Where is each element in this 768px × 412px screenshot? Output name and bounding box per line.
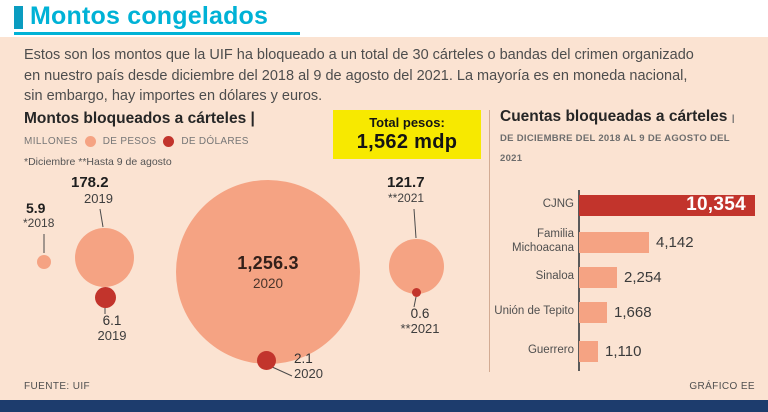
point-year: 2019 bbox=[84, 191, 113, 206]
page-title: Montos congelados bbox=[30, 2, 269, 30]
point-value: 121.7 bbox=[387, 174, 425, 191]
bubble-pesos-2021 bbox=[389, 239, 444, 294]
bar-category-label: Sinaloa bbox=[535, 270, 574, 283]
point-value: 6.1 bbox=[102, 313, 122, 328]
point-year: **2021 bbox=[388, 191, 425, 205]
bar-chart-heading: Cuentas bloqueadas a cárteles | DE DICIE… bbox=[500, 107, 738, 167]
bar-familia-michoacana bbox=[579, 231, 649, 253]
point-label-dolares-2021: 0.6 **2021 bbox=[398, 306, 442, 336]
intro-text: Estos son los montos que la UIF ha bloqu… bbox=[24, 47, 694, 105]
bar-row-guerrero: Guerrero 1,110 bbox=[494, 333, 766, 369]
section-divider bbox=[489, 110, 490, 372]
total-pesos-box: Total pesos: 1,562 mdp bbox=[333, 110, 481, 159]
bar-row-cjng: CJNG 10,354 bbox=[494, 187, 766, 223]
dolares-dot-icon bbox=[163, 136, 175, 147]
total-pesos-label: Total pesos: bbox=[369, 115, 445, 130]
point-value: 178.2 bbox=[71, 174, 109, 191]
bubble-2020-value: 1,256.3 bbox=[237, 253, 299, 273]
bar-value: 10,354 bbox=[686, 194, 746, 215]
point-year: **2021 bbox=[400, 321, 440, 336]
point-label-pesos-2019: 178.2 2019 bbox=[71, 174, 113, 206]
bar-category-label: Guerrero bbox=[527, 344, 574, 357]
legend-pesos-label: DE PESOS bbox=[102, 136, 157, 147]
title-bullet-square bbox=[14, 6, 23, 29]
bar-row-union-de-tepito: Unión de Tepito 1,668 bbox=[494, 294, 766, 330]
bubble-chart-legend: MILLONES DE PESOS DE DÓLARES bbox=[24, 136, 249, 147]
bubble-2020-year: 2020 bbox=[252, 276, 284, 291]
bar-chart-title: Cuentas bloqueadas a cárteles bbox=[500, 108, 728, 125]
bar-row-sinaloa: Sinaloa 2,254 bbox=[494, 259, 766, 295]
chart-footnote: *Diciembre **Hasta 9 de agosto bbox=[24, 156, 172, 168]
bottom-navy-bar bbox=[0, 400, 768, 412]
bar-row-familia-michoacana: Familia Michoacana 4,142 bbox=[494, 224, 766, 260]
bar-union-de-tepito bbox=[579, 301, 607, 323]
bubble-dolares-2020 bbox=[257, 351, 276, 370]
point-year: 2020 bbox=[294, 366, 323, 381]
bar-cjng: 10,354 bbox=[579, 194, 755, 216]
legend-unit-label: MILLONES bbox=[24, 136, 78, 147]
bar-sinaloa bbox=[579, 266, 617, 288]
point-year: 2019 bbox=[97, 328, 127, 343]
point-label-dolares-2020: 2.1 2020 bbox=[294, 351, 323, 381]
point-value: 5.9 bbox=[26, 200, 46, 216]
title-underline bbox=[14, 32, 300, 35]
bubble-dolares-2021 bbox=[412, 288, 421, 297]
bar-chart-subtitle: | DE DICIEMBRE DEL 2018 AL 9 DE AGOSTO D… bbox=[500, 113, 735, 164]
bubble-pesos-2020: 1,256.3 2020 bbox=[176, 180, 360, 364]
bar-value: 4,142 bbox=[656, 233, 694, 251]
content-panel bbox=[0, 37, 768, 400]
point-value: 2.1 bbox=[294, 351, 313, 366]
point-value: 0.6 bbox=[410, 306, 430, 321]
legend-dolares-label: DE DÓLARES bbox=[181, 136, 249, 147]
bubble-chart-title: Montos bloqueados a cárteles | bbox=[24, 110, 255, 127]
point-year: *2018 bbox=[23, 216, 55, 230]
point-label-pesos-2021: 121.7 **2021 bbox=[387, 174, 425, 205]
source-text: FUENTE: UIF bbox=[24, 381, 91, 392]
bar-value: 1,110 bbox=[605, 342, 642, 360]
bar-value: 2,254 bbox=[624, 268, 662, 286]
bubble-dolares-2019 bbox=[95, 287, 116, 308]
bubble-pesos-2019 bbox=[75, 228, 134, 287]
point-label-dolares-2019: 6.1 2019 bbox=[90, 313, 134, 343]
bar-value: 1,668 bbox=[614, 303, 652, 321]
pesos-dot-icon bbox=[84, 136, 96, 147]
credit-text: GRÁFICO EE bbox=[689, 381, 755, 392]
bar-guerrero bbox=[579, 340, 598, 362]
point-label-pesos-2018: 5.9 *2018 bbox=[23, 200, 54, 230]
bar-category-label: CJNG bbox=[542, 198, 574, 211]
bar-category-label: Familia Michoacana bbox=[511, 228, 574, 254]
total-pesos-value: 1,562 mdp bbox=[356, 131, 458, 153]
bar-category-label: Unión de Tepito bbox=[494, 305, 574, 318]
bubble-pesos-2018 bbox=[37, 255, 51, 269]
